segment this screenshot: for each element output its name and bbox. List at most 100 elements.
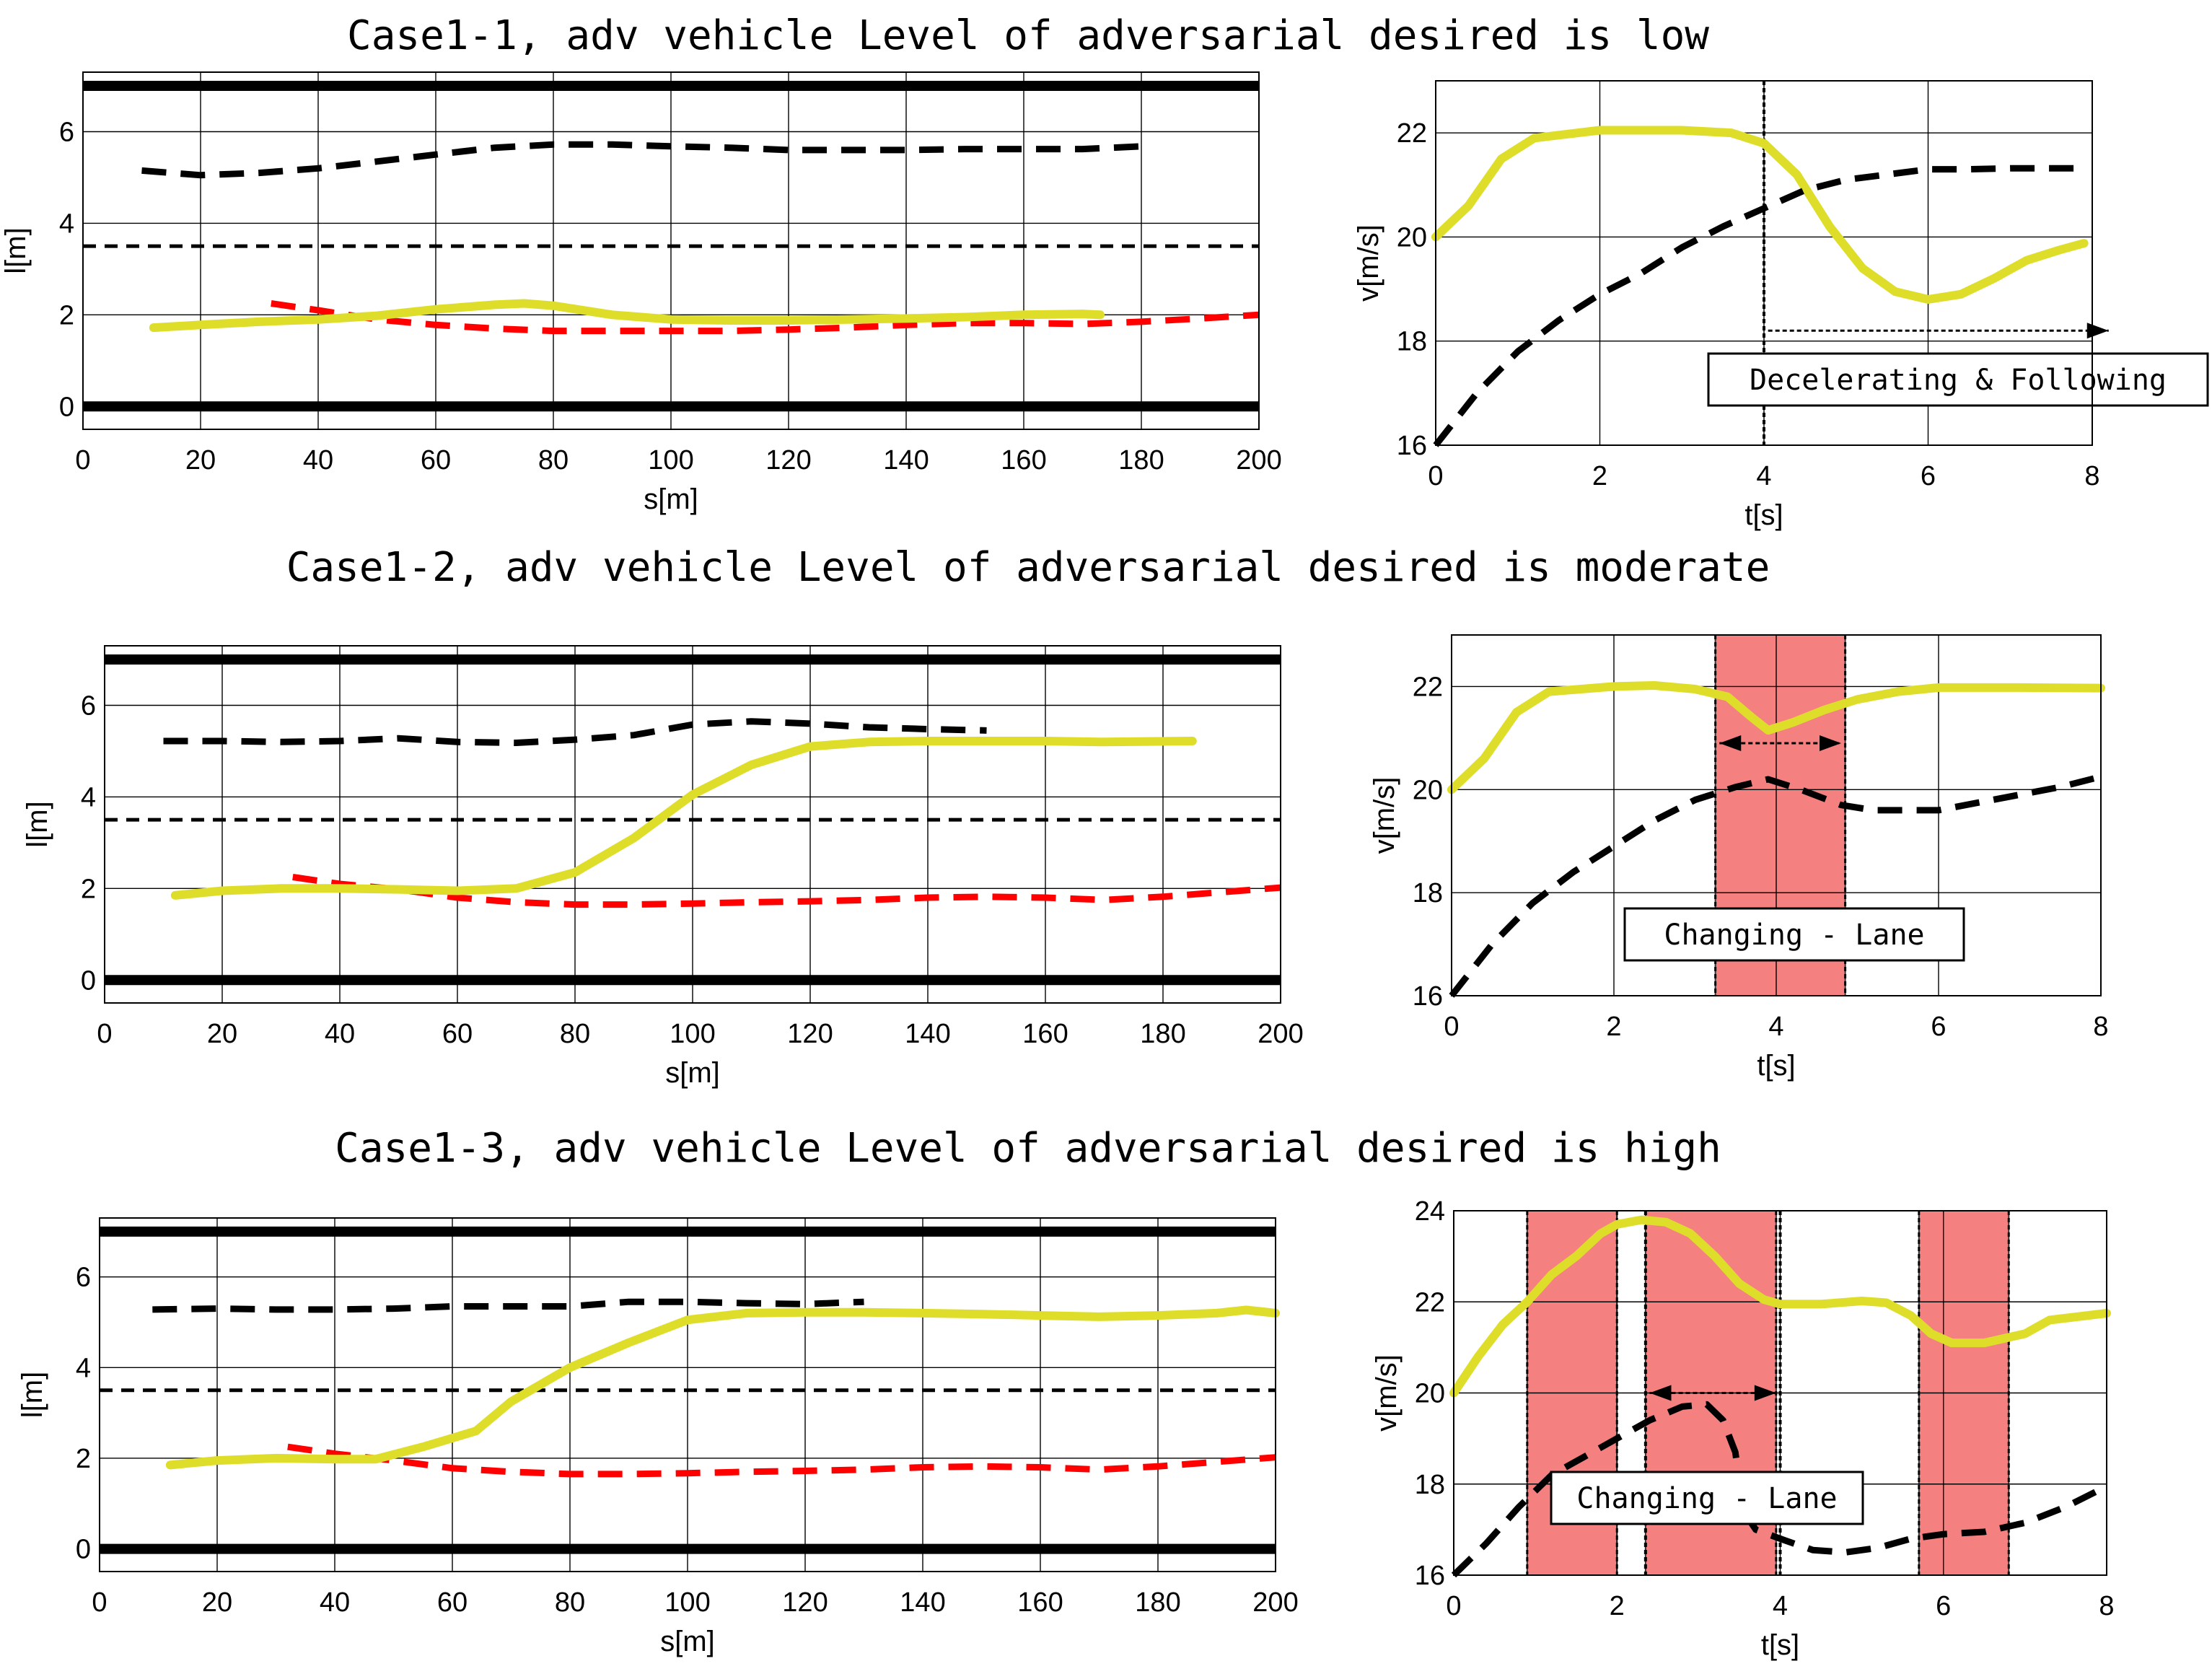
case1-1-speed-plot: 0 2 4 6 8 16 18 20 22 t[s] v[m/s] Decelerating & Fo… [1353,80,2209,531]
case1-2-lateral-plot: 0 20 40 60 80 100 120 140 160 180 200 0 2 4 6 s[m] l[m] [22,645,1304,1089]
speed-ytick-label: 22 [1415,1287,1445,1318]
speed-xlabel: t[s] [1744,499,1783,531]
lateral-xtick-label: 60 [421,445,451,476]
speed-ytick-label: 18 [1415,1470,1445,1500]
speed-xlabel: t[s] [1757,1050,1795,1082]
speed-series-ego [1431,126,2089,304]
speed-xtick-label: 2 [1610,1591,1625,1621]
lateral-xtick-label: 100 [648,445,693,476]
speed-ytick-label: 16 [1397,431,1427,461]
lateral-xtick-label: 40 [303,445,333,476]
speed-ytick-label: 18 [1413,878,1443,908]
annotation-box [1707,352,2209,407]
speed-series-ego [1447,681,2105,794]
lateral-series-ego [170,737,1197,900]
lateral-ytick-label: 0 [59,392,74,422]
speed-frame [1435,80,2093,446]
speed-xtick-label: 4 [1768,1012,1783,1042]
lateral-ytick-label: 2 [59,300,74,330]
speed-ytick-label: 22 [1397,118,1427,149]
speed-ylabel: v[m/s] [1371,1354,1403,1432]
lateral-ytick-label: 0 [76,1535,91,1565]
speed-xtick-label: 4 [1773,1591,1788,1621]
lateral-ylabel: l[m] [17,1372,48,1418]
speed-ytick-label: 18 [1397,327,1427,357]
lateral-ytick-label: 0 [81,965,96,996]
lateral-series-rear [271,300,1260,335]
speed-ytick-label: 24 [1415,1196,1445,1227]
lateral-ytick-label: 2 [81,874,96,904]
lateral-xlabel: s[m] [660,1626,715,1657]
lateral-xlabel: s[m] [665,1057,720,1089]
case1-1-lateral-plot: 0 20 40 60 80 100 120 140 160 180 200 0 2 4 6 s[m] l[m] [0,71,1282,515]
speed-ytick-label: 20 [1397,222,1427,253]
lateral-xtick-label: 160 [1017,1587,1063,1618]
lateral-xtick-label: 100 [664,1587,710,1618]
speed-xtick-label: 2 [1592,461,1607,491]
speed-ytick-label: 20 [1415,1379,1445,1409]
speed-xtick-label: 6 [1921,461,1936,491]
lateral-xtick-label: 80 [538,445,569,476]
arrow-head-right [1754,1385,1776,1401]
speed-frame [1451,634,2102,996]
annotation-box [1623,907,1965,962]
lateral-xtick-label: 160 [1022,1019,1068,1049]
lateral-xtick-label: 20 [185,445,216,476]
lateral-series-rear [287,1443,1276,1478]
case1-2-speed-plot: 0 2 4 6 8 16 18 20 22 t[s] v[m/s] Changing - Lane [1369,634,2109,1082]
speed-series-adversarial [1449,774,2102,998]
lateral-xtick-label: 140 [900,1587,945,1618]
speed-ytick-label: 16 [1415,1561,1445,1591]
lateral-series-ego [165,1305,1280,1470]
lateral-xtick-label: 0 [75,445,90,476]
speed-ytick-label: 20 [1413,775,1443,805]
lateral-xtick-label: 100 [670,1019,715,1049]
arrow-head-left [1649,1385,1672,1401]
lateral-series-adversarial [141,141,1142,179]
lateral-xtick-label: 120 [765,445,811,476]
lateral-frame [99,1217,1276,1572]
lateral-xtick-label: 160 [1001,445,1046,476]
lateral-xtick-label: 200 [1258,1019,1303,1049]
speed-series-ego [1449,1215,2111,1398]
annotation-label: Changing - Lane [1664,919,1924,952]
lateral-ytick-label: 4 [76,1353,91,1383]
lateral-xtick-label: 20 [207,1019,237,1049]
lateral-ylabel: l[m] [22,801,53,847]
speed-xtick-label: 8 [2084,461,2099,491]
case1-2-title: Case1-2, adv vehicle Level of adversaria… [286,544,1770,591]
speed-xtick-label: 0 [1428,461,1443,491]
lateral-ytick-label: 6 [81,691,96,722]
lateral-xtick-label: 80 [555,1587,585,1618]
lateral-series-rear [292,874,1281,908]
lateral-xtick-label: 60 [437,1587,468,1618]
arrow-head-left [1719,735,1742,751]
lateral-xtick-label: 140 [905,1019,950,1049]
speed-xtick-label: 0 [1446,1591,1461,1621]
lateral-xtick-label: 60 [442,1019,473,1049]
lateral-xtick-label: 40 [320,1587,350,1618]
arrow-head-right [1820,735,1841,751]
lateral-series-ego [149,299,1105,333]
arrow-head-right [2086,323,2109,339]
speed-xtick-label: 6 [1936,1591,1951,1621]
lateral-xtick-label: 40 [325,1019,355,1049]
lateral-frame [104,645,1281,1004]
lateral-xtick-label: 0 [92,1587,107,1618]
lateral-ytick-label: 6 [59,118,74,148]
lateral-xtick-label: 180 [1118,445,1164,476]
speed-series-adversarial [1433,165,2084,447]
annotation-label: Changing - Lane [1576,1482,1837,1515]
speed-frame [1453,1210,2107,1576]
lateral-xlabel: s[m] [644,483,698,515]
speed-xtick-label: 8 [2093,1012,2108,1042]
case1-1-title: Case1-1, adv vehicle Level of adversaria… [347,12,1709,59]
lateral-xtick-label: 120 [787,1019,833,1049]
speed-ytick-label: 16 [1413,981,1443,1012]
speed-xtick-label: 0 [1444,1012,1459,1042]
speed-ylabel: v[m/s] [1369,777,1400,854]
lateral-xtick-label: 200 [1236,445,1281,476]
speed-xtick-label: 8 [2099,1591,2114,1621]
case1-3-title: Case1-3, adv vehicle Level of adversaria… [335,1125,1721,1172]
